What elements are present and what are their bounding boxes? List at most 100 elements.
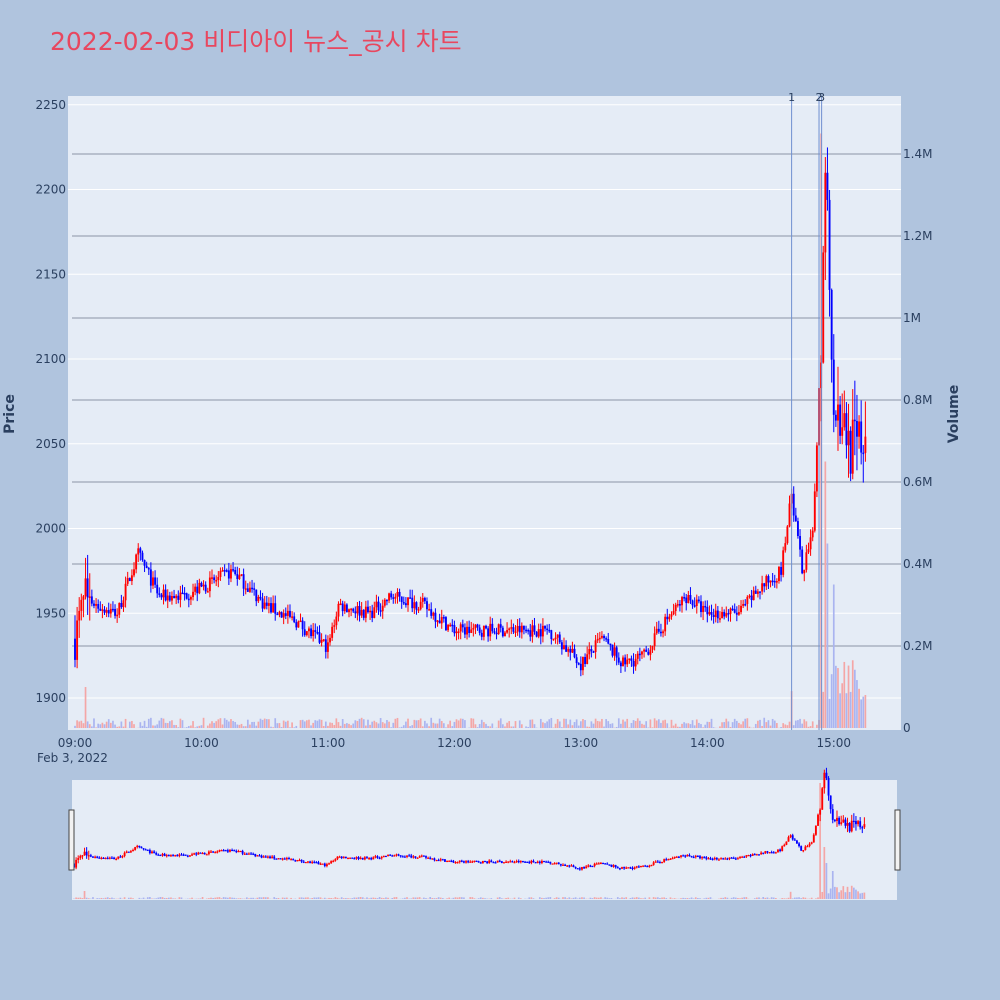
slider-candle-body <box>654 861 657 863</box>
volume-bar <box>695 719 698 728</box>
volume-bar <box>291 722 293 728</box>
slider-candle-body <box>260 855 263 858</box>
slider-volume-bar <box>351 898 354 899</box>
slider-candle-body <box>524 861 526 863</box>
candle-body <box>99 608 102 611</box>
slider-candle-body <box>635 866 638 868</box>
slider-volume-bar <box>250 897 252 899</box>
slider-volume-bar <box>473 898 476 899</box>
volume-bar <box>143 720 146 728</box>
volume-bar <box>200 725 203 728</box>
volume-bar <box>830 674 833 728</box>
candle-body <box>740 605 742 613</box>
candle-body <box>796 521 799 537</box>
volume-bar <box>274 718 277 728</box>
slider-candle-body <box>336 856 339 860</box>
slider-candle-body <box>566 865 569 867</box>
candle-body <box>335 616 338 626</box>
volume-bar <box>164 722 167 728</box>
slider-volume-bar <box>435 898 438 899</box>
slider-candle-body <box>269 856 271 859</box>
candle-body <box>181 592 184 595</box>
candle-body <box>678 604 681 606</box>
candle-body <box>320 639 323 643</box>
volume-bar <box>664 719 666 728</box>
slider-candle-body <box>302 861 305 863</box>
slider-candle-body <box>220 850 223 852</box>
slider-candle-body <box>317 862 320 865</box>
slider-candle-body <box>705 857 708 859</box>
slider-volume-bar <box>810 897 813 899</box>
candle-body <box>839 404 842 436</box>
volume-bar <box>767 720 770 728</box>
slider-candle-body <box>764 851 767 854</box>
volume-bar <box>314 720 317 728</box>
candle-body <box>845 413 848 446</box>
range-slider-left-handle[interactable] <box>68 809 75 871</box>
slider-candle-body <box>368 858 371 860</box>
slider-candle-body <box>494 862 497 864</box>
slider-volume-bar <box>366 897 368 899</box>
slider-candle-body <box>439 859 442 861</box>
candle-body <box>508 628 511 631</box>
volume-bar <box>211 721 213 728</box>
volume-bar <box>381 722 384 728</box>
candle-body <box>185 593 188 599</box>
volume-bar <box>426 723 428 728</box>
candle-body <box>158 593 161 595</box>
candle-body <box>133 569 135 576</box>
slider-volume-bar <box>781 898 784 899</box>
slider-candle-body <box>690 856 693 858</box>
y2-tick-label: 1M <box>903 311 921 325</box>
slider-candle-body <box>715 857 718 860</box>
candle-body <box>567 648 570 652</box>
slider-volume-bar <box>853 887 855 899</box>
volume-bar <box>356 720 359 728</box>
candle-body <box>436 620 439 623</box>
volume-bar <box>681 723 683 728</box>
candle-body <box>697 599 700 602</box>
volume-bar <box>582 719 584 728</box>
volume-bar <box>268 719 270 728</box>
slider-candle-body <box>129 851 132 853</box>
slider-candle-body <box>772 852 775 854</box>
main-plot-area[interactable] <box>68 96 901 730</box>
slider-volume-bar <box>233 897 236 899</box>
volume-bar <box>415 720 418 728</box>
candle-body <box>853 419 856 422</box>
volume-bar <box>856 680 858 728</box>
slider-volume-bar <box>635 897 638 899</box>
slider-volume-bar <box>208 898 210 899</box>
candle-body <box>626 659 629 665</box>
slider-candle-body <box>256 855 259 857</box>
volume-bar <box>858 688 860 728</box>
slider-candle-body <box>709 858 712 860</box>
slider-candle-body <box>722 858 725 860</box>
volume-bar <box>95 727 97 728</box>
slider-candle-body <box>538 861 541 864</box>
candle-body <box>605 638 608 640</box>
range-slider-right-handle[interactable] <box>894 809 901 871</box>
candle-body <box>560 642 563 650</box>
price-gridlines <box>68 104 901 699</box>
volume-bar <box>74 725 76 728</box>
candle-body <box>544 625 546 629</box>
slider-candle-body <box>307 861 309 863</box>
slider-candle-body <box>599 862 602 865</box>
slider-volume-bar <box>96 898 99 899</box>
candle-body <box>234 570 237 575</box>
volume-bar <box>453 721 456 728</box>
slider-candle-body <box>178 854 181 856</box>
volume-bar <box>725 718 728 728</box>
slider-candle-body <box>323 863 326 867</box>
candle-body <box>529 630 532 637</box>
slider-volume-bar <box>501 898 503 899</box>
slider-candle-body <box>711 858 714 861</box>
range-slider[interactable] <box>72 780 897 900</box>
candle-body <box>400 596 403 603</box>
slider-volume-bar <box>229 897 231 899</box>
volume-bar <box>649 719 652 728</box>
slider-candle-body <box>540 860 543 864</box>
volume-bar <box>99 724 102 728</box>
volume-bar <box>617 718 620 728</box>
